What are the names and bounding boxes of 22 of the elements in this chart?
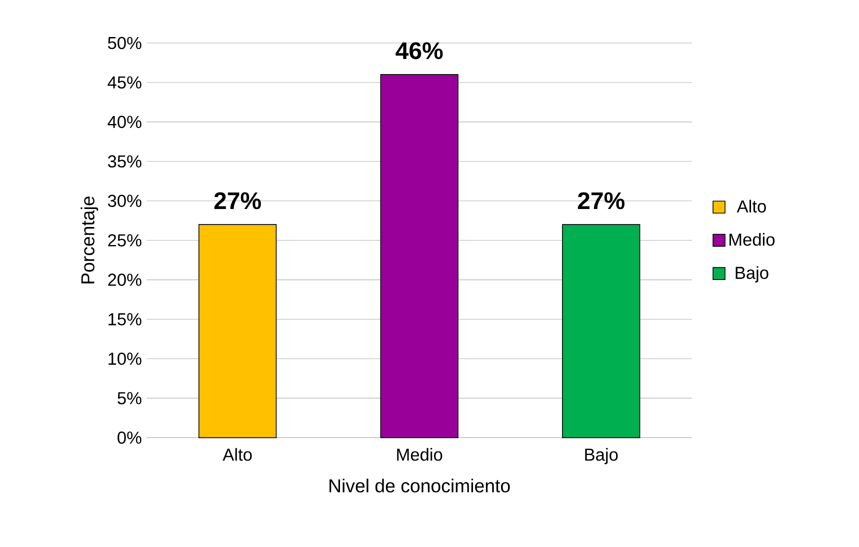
legend-label: Alto — [736, 200, 766, 213]
x-tick-label: Medio — [397, 448, 442, 461]
data-label: 27% — [578, 192, 624, 210]
y-tick-label: 35% — [108, 155, 142, 168]
y-tick-label: 5% — [118, 392, 142, 404]
y-tick-label: 15% — [108, 313, 142, 326]
y-tick-label: 20% — [108, 274, 142, 286]
legend-label: Medio — [730, 233, 775, 246]
x-tick-label: Bajo — [585, 448, 618, 464]
data-label: 27% — [214, 192, 261, 210]
x-tick-label: Alto — [222, 448, 252, 461]
y-tick-label: 10% — [108, 352, 142, 365]
y-tick-label: 0% — [118, 432, 142, 444]
data-label: 46% — [396, 42, 443, 60]
y-tick-label: 45% — [108, 76, 142, 89]
y-tick-label: 25% — [108, 234, 142, 246]
y-axis-title: Porcentaje — [80, 196, 98, 284]
x-axis-title: Nivel de conocimiento — [330, 478, 510, 492]
y-tick-label: 40% — [108, 116, 142, 128]
legend-label: Bajo — [736, 266, 768, 282]
y-tick-label: 50% — [108, 36, 142, 50]
y-tick-label: 30% — [108, 194, 142, 207]
